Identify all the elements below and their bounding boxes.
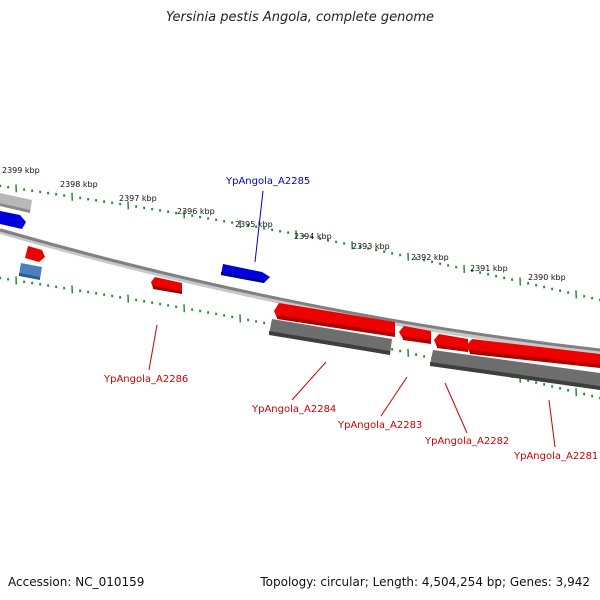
scale-label: 2392 kbp [411,253,449,262]
map-title: Yersinia pestis Angola, complete genome [166,10,434,25]
gene-feature-steelblue-shade [19,273,40,280]
gene-ypangola-a2286[interactable] [151,277,182,293]
gene-label[interactable]: YpAngola_A2286 [103,374,188,385]
scale-label: 2399 kbp [2,166,40,175]
gene-ypangola-a2281[interactable] [466,339,600,367]
callout-line [254,190,264,263]
gene-label[interactable]: YpAngola_A2285 [225,176,310,187]
gene-feature-grey-shade [0,203,30,213]
callout-line [291,361,327,401]
gene-ypangola-a2282-shade [437,344,468,352]
gene-label[interactable]: YpAngola_A2283 [337,420,422,431]
scale-label: 2398 kbp [60,180,98,189]
scale-labels: 2399 kbp 2398 kbp 2397 kbp 2396 kbp 2395… [2,166,566,282]
gene-feature-grey[interactable] [0,193,32,213]
gene-features [0,193,600,390]
scale-label: 2394 kbp [294,232,332,241]
gene-label[interactable]: YpAngola_A2281 [513,451,598,462]
gene-ypangola-a2285-shade [221,272,264,283]
gene-ypangola-a2286-shade [153,286,182,294]
backbone [0,228,600,352]
gene-reverse-grey-1-shade [269,331,390,355]
gene-ypangola-a2284[interactable] [274,303,395,336]
gene-label[interactable]: YpAngola_A2284 [251,404,336,415]
gene-labels: YpAngola_A2285 YpAngola_A2286 YpAngola_A… [103,176,598,462]
gene-ypangola-a2283-shade [403,336,431,344]
callout-line [444,382,468,434]
callout-lines [148,190,556,448]
topology-text: Topology: circular; Length: 4,504,254 bp… [260,575,590,589]
scale-label: 2395 kbp [235,220,273,229]
gene-reverse-grey-1[interactable] [269,319,392,355]
scale-label: 2397 kbp [119,194,157,203]
outer-tick-ruler [0,184,600,302]
scale-label: 2393 kbp [352,242,390,251]
gene-reverse-grey-2-shade [430,362,600,390]
gene-feature-red-small[interactable] [25,246,45,262]
scale-label: 2390 kbp [528,273,566,282]
callout-line [148,324,158,371]
callout-line [548,399,556,448]
gene-ypangola-a2285[interactable] [221,264,270,283]
scale-label: 2396 kbp [177,207,215,216]
gene-ypangola-a2284-shade [277,315,395,337]
accession-text: Accession: NC_010159 [8,575,145,589]
gene-label[interactable]: YpAngola_A2282 [424,436,509,447]
scale-label: 2391 kbp [470,264,508,273]
gene-reverse-grey-2[interactable] [430,350,600,389]
gene-ypangola-a2281-shade [470,350,600,368]
callout-line [380,376,408,417]
gene-feature-blue[interactable] [0,211,26,229]
